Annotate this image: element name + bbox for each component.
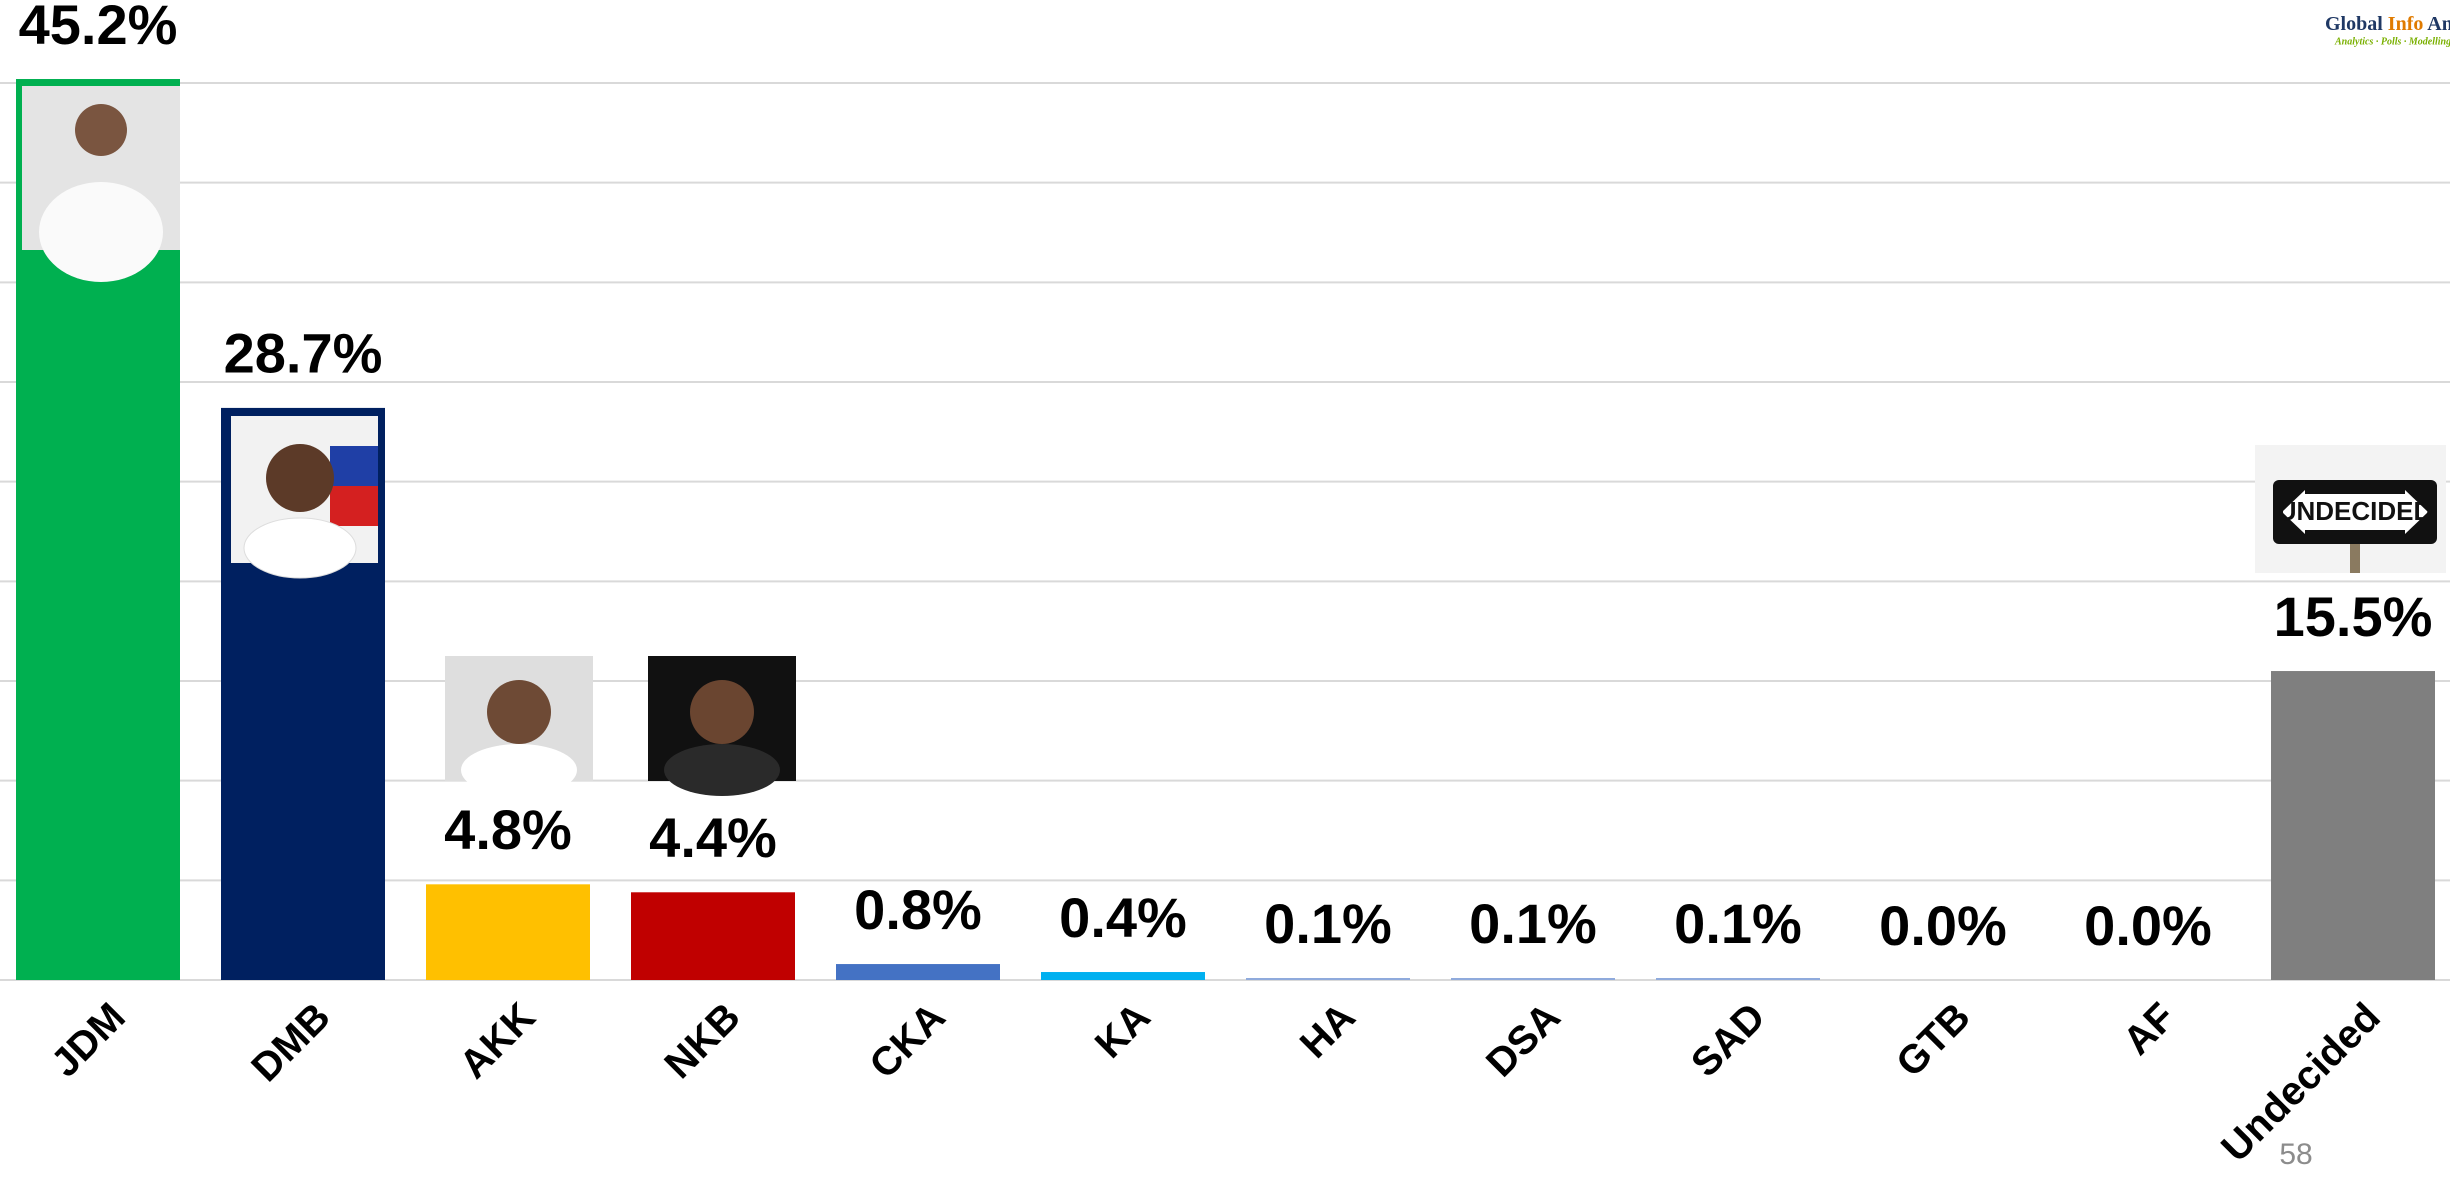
x-tick-label: SAD [1683,995,1774,1086]
photos: UNDECIDED [22,86,2446,796]
bars [16,79,2435,981]
undecided-sign: UNDECIDED [2255,445,2446,573]
bar [836,964,1000,980]
bar [426,884,590,980]
value-label: 0.1% [1469,892,1597,955]
logo: Global Info Analytics Analytics · Polls … [2325,13,2450,48]
bar [2271,671,2435,980]
logo-part: Analytics [2427,13,2450,35]
x-tick-label: NKB [656,995,748,1087]
x-tick-label: CKA [861,995,953,1087]
grid [0,82,2450,981]
logo-tagline: Analytics · Polls · Modelling [2334,36,2450,47]
bar [1656,978,1820,980]
x-tick-label: GTB [1888,995,1979,1086]
value-label: 0.0% [2084,894,2212,957]
bar [1041,972,1205,980]
photo-dmb [231,416,378,579]
value-label: 0.1% [1674,892,1802,955]
value-label: 4.4% [649,806,777,869]
logo-part: Info [2388,13,2424,35]
x-tick-label: JDM [43,995,134,1086]
x-tick-label: KA [1087,995,1159,1067]
bar [1451,978,1615,980]
value-label: 0.1% [1264,892,1392,955]
value-label: 0.4% [1059,886,1187,949]
value-label: 0.0% [1879,894,2007,957]
value-label: 15.5% [2274,585,2433,648]
bar [1246,978,1410,980]
logo-text: Global Info Analytics [2325,13,2450,35]
value-label: 0.8% [854,878,982,941]
logo-part: Global [2325,13,2383,35]
x-tick-label: AKK [451,995,543,1087]
bar [631,892,795,980]
value-label: 45.2% [19,0,178,56]
photo-akk [445,656,593,796]
value-label: 4.8% [444,798,572,861]
x-tick-label: AF [2115,995,2184,1064]
sign-text: UNDECIDED [2278,496,2433,526]
value-label: 28.7% [224,322,383,385]
x-tick-label: HA [1292,995,1364,1067]
x-tick-label: DSA [1478,995,1569,1086]
x-tick-label: DMB [243,995,339,1091]
photo-jdm [22,86,180,282]
page-number: 58 [2279,1138,2312,1171]
photo-nkb [648,656,796,796]
